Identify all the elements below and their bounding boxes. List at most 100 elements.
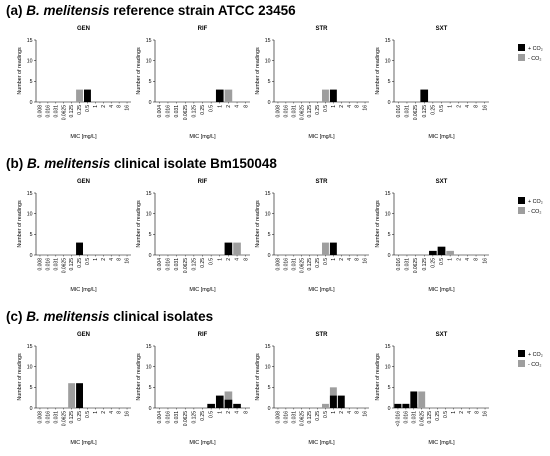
x-tick-label: 0.0625 (419, 411, 425, 427)
x-tick-label: 0.125 (191, 105, 197, 118)
x-tick-label: 16 (125, 411, 131, 417)
y-axis-label: Number of readings (17, 200, 23, 248)
x-tick-label: 16 (483, 411, 489, 417)
legend-label-minus: - CO₂ (528, 56, 541, 62)
x-tick-label: 0.125 (427, 411, 433, 424)
y-tick-label: 15 (265, 191, 271, 197)
x-tick-label: 0.016 (283, 411, 289, 424)
y-tick-label: 0 (30, 100, 33, 106)
y-axis-label: Number of readings (255, 200, 261, 248)
y-tick-label: 5 (149, 232, 152, 238)
bar (337, 395, 345, 408)
y-axis-label: Number of readings (136, 353, 142, 401)
y-tick-label: 10 (265, 58, 271, 64)
x-tick-label: 1 (93, 258, 99, 261)
x-tick-label: 0.25 (77, 105, 83, 115)
x-tick-label: 0.0625 (299, 105, 305, 121)
x-axis-label: MIC [mg/L] (189, 440, 216, 446)
x-tick-label: 1 (217, 105, 223, 108)
x-tick-label: 0.008 (276, 105, 282, 118)
x-tick-label: 16 (125, 258, 131, 264)
x-tick-label: 0.031 (291, 411, 297, 424)
x-axis-label: MIC [mg/L] (308, 287, 335, 293)
y-tick-label: 15 (385, 191, 391, 197)
x-tick-label: 8 (474, 105, 480, 108)
x-tick-label: 2 (456, 105, 462, 108)
x-tick-label: 0.0625 (299, 258, 305, 274)
y-tick-label: 10 (385, 211, 391, 217)
species-name: B. melitensis (27, 156, 111, 171)
x-tick-label: 0.25 (430, 105, 436, 115)
chart-title: RIF (198, 26, 208, 32)
y-tick-label: 15 (146, 38, 152, 44)
x-tick-label: 0.5 (85, 411, 91, 418)
chart-title: RIF (198, 332, 208, 338)
y-tick-label: 15 (27, 344, 33, 350)
x-tick-label: 1 (331, 105, 337, 108)
x-tick-label: 0.031 (53, 411, 59, 424)
bar (233, 242, 241, 255)
x-tick-label: 0.0625 (61, 105, 67, 121)
x-tick-label: 0.031 (53, 105, 59, 118)
y-tick-label: 5 (30, 79, 33, 85)
x-tick-label: 0.031 (291, 105, 297, 118)
legend-label-minus: - CO₂ (528, 209, 541, 215)
x-tick-label: 8 (355, 105, 361, 108)
x-tick-label: 0.016 (396, 105, 402, 118)
x-tick-label: 0.008 (276, 411, 282, 424)
y-tick-label: 5 (388, 232, 391, 238)
x-tick-label: 2 (339, 411, 345, 414)
bar (410, 391, 418, 408)
x-tick-label: 0.125 (422, 258, 428, 271)
x-tick-label: 16 (363, 411, 369, 417)
y-tick-label: 10 (146, 211, 152, 217)
y-tick-label: 15 (385, 344, 391, 350)
y-axis-label: Number of readings (375, 47, 381, 95)
x-tick-label: 1 (93, 105, 99, 108)
x-axis-label: MIC [mg/L] (189, 134, 216, 140)
x-tick-label: 0.016 (396, 258, 402, 271)
x-tick-label: 0.125 (191, 258, 197, 271)
x-tick-label: 0.016 (403, 411, 409, 424)
x-tick-label: 4 (347, 411, 353, 414)
x-tick-label: 16 (482, 258, 488, 264)
x-tick-label: 0.25 (315, 411, 321, 421)
x-tick-label: 1 (217, 411, 223, 414)
y-tick-label: 10 (265, 364, 271, 370)
x-tick-label: 0.031 (405, 105, 411, 118)
x-tick-label: 0.0625 (183, 411, 189, 427)
x-tick-label: 0.008 (38, 258, 44, 271)
bar (215, 395, 224, 408)
y-tick-label: 15 (27, 191, 33, 197)
x-tick-label: 0.25 (77, 411, 83, 421)
x-tick-label: 0.25 (430, 258, 436, 268)
y-tick-label: 5 (30, 232, 33, 238)
y-tick-label: 15 (146, 344, 152, 350)
y-tick-label: 5 (388, 79, 391, 85)
x-tick-label: 0.016 (45, 105, 51, 118)
x-tick-label: 0.031 (405, 258, 411, 271)
x-tick-label: 16 (125, 105, 131, 111)
chart-sxt: SXT 0 5 10 15 Number of readings 0.016 0.031 0.0… (375, 179, 543, 293)
legend-swatch-minus (518, 360, 525, 367)
bar (418, 391, 426, 408)
x-tick-label: 4 (235, 258, 241, 261)
x-tick-label: 0.5 (85, 258, 91, 265)
bar (322, 89, 329, 102)
y-tick-label: 5 (388, 385, 391, 391)
x-tick-label: 2 (456, 258, 462, 261)
x-tick-label: 0.008 (38, 411, 44, 424)
legend-swatch-plus (518, 44, 525, 51)
x-tick-label: 16 (482, 105, 488, 111)
bar (322, 403, 329, 408)
legend-swatch-plus (518, 350, 525, 357)
legend-label-plus: + CO₂ (528, 352, 543, 358)
panel-subtitle: reference strain ATCC 23456 (109, 3, 296, 18)
y-tick-label: 15 (385, 38, 391, 44)
legend-label-plus: + CO₂ (528, 199, 543, 205)
